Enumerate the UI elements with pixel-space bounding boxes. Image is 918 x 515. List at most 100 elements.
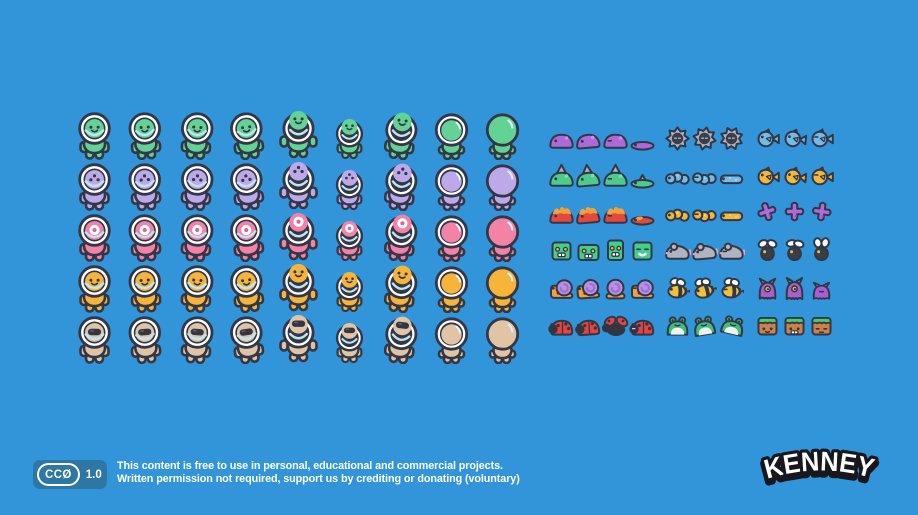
creature-group-slime-green-spike xyxy=(548,163,656,190)
character-pink-alien-back xyxy=(477,211,528,262)
character-purple-alien-duck xyxy=(324,160,375,211)
sprite-monster-purple-variant-3 xyxy=(808,275,835,302)
character-yellow-alien-step-right xyxy=(171,262,222,313)
license-text: This content is free to use in personal,… xyxy=(117,460,520,486)
sprite-fish-gold-variant-1 xyxy=(754,163,781,190)
creature-group-spiky-urchin xyxy=(664,125,745,152)
sprite-block-green-variant-2 xyxy=(575,237,602,264)
character-pink-alien-stand xyxy=(69,211,120,262)
creature-group-flyer-purple xyxy=(754,200,835,227)
sprite-bee-variant-1 xyxy=(664,275,691,302)
sprite-slime-fire-variant-1 xyxy=(548,200,575,227)
sprite-spiky-urchin-variant-3 xyxy=(718,125,745,152)
creature-group-worm-gold xyxy=(664,200,745,227)
sprite-snail-variant-4 xyxy=(629,275,656,302)
sprite-fish-gold-variant-2 xyxy=(781,163,808,190)
sprite-ladybug-variant-1 xyxy=(548,312,575,339)
sprite-block-green-variant-1 xyxy=(548,237,575,264)
sprite-slime-fire-variant-4 xyxy=(629,200,656,227)
character-beige-alien-stand xyxy=(69,313,120,364)
sprite-slime-purple-variant-3 xyxy=(602,125,629,152)
sprite-spiky-urchin-variant-1 xyxy=(664,125,691,152)
sprite-mouse-variant-2 xyxy=(691,237,718,264)
creature-group-block-green xyxy=(548,237,656,264)
sprite-fish-blue-variant-1 xyxy=(754,125,781,152)
sprite-slime-green-spike-variant-4 xyxy=(629,163,656,190)
character-yellow-alien-step-left xyxy=(120,262,171,313)
sprite-slime-green-spike-variant-3 xyxy=(602,163,629,190)
sprite-fish-blue-variant-2 xyxy=(781,125,808,152)
creature-row-4 xyxy=(548,232,835,269)
character-yellow-alien-lean xyxy=(375,262,426,313)
sprite-fly-variant-3 xyxy=(808,237,835,264)
creature-group-block-dirt xyxy=(754,312,835,339)
sprite-snail-variant-3 xyxy=(602,275,629,302)
creature-group-worm-blue xyxy=(664,163,745,190)
creature-group-monster-purple xyxy=(754,275,835,302)
character-yellow-alien-jump xyxy=(273,262,324,313)
character-purple-alien-run xyxy=(222,160,273,211)
sprite-block-green-variant-3 xyxy=(602,237,629,264)
character-purple-alien-step-right xyxy=(171,160,222,211)
sprite-slime-green-spike-variant-1 xyxy=(548,163,575,190)
sprite-fish-blue-variant-3 xyxy=(808,125,835,152)
creature-row-6 xyxy=(548,307,835,344)
creature-sprite-grid xyxy=(548,120,835,344)
kenney-logo: KENNEY KENNEY xyxy=(758,443,881,492)
character-purple-alien-jump xyxy=(273,160,324,211)
sprite-worm-blue-variant-2 xyxy=(691,163,718,190)
cc0-version-label: 1.0 xyxy=(85,468,102,481)
sprite-frog-variant-3 xyxy=(718,312,745,339)
sprite-ladybug-variant-3 xyxy=(602,312,629,339)
sprite-ladybug-variant-4 xyxy=(629,312,656,339)
sprite-frog-variant-2 xyxy=(691,312,718,339)
sprite-bee-variant-2 xyxy=(691,275,718,302)
creature-group-ladybug xyxy=(548,312,656,339)
sprite-slime-green-spike-variant-2 xyxy=(575,163,602,190)
character-green-alien-back-helmet xyxy=(426,109,477,160)
cc0-license-pill: CCØ xyxy=(37,463,80,486)
sprite-mouse-variant-1 xyxy=(664,237,691,264)
sprite-block-dirt-variant-2 xyxy=(781,312,808,339)
sprite-flyer-purple-variant-2 xyxy=(781,200,808,227)
sprite-slime-fire-variant-3 xyxy=(602,200,629,227)
character-beige-alien-run xyxy=(222,313,273,364)
sprite-fly-variant-1 xyxy=(754,237,781,264)
character-green-alien-stand xyxy=(69,109,120,160)
character-beige-alien-back xyxy=(477,313,528,364)
sprite-worm-gold-variant-3 xyxy=(718,200,745,227)
sprite-flyer-purple-variant-3 xyxy=(808,200,835,227)
sprite-snail-variant-2 xyxy=(575,275,602,302)
creature-group-mouse xyxy=(664,237,745,264)
creature-group-slime-purple xyxy=(548,125,656,152)
sprite-worm-blue-variant-1 xyxy=(664,163,691,190)
sprite-fish-gold-variant-3 xyxy=(808,163,835,190)
character-green-alien-step-left xyxy=(120,109,171,160)
creature-row-3 xyxy=(548,195,835,232)
sprite-worm-blue-variant-3 xyxy=(718,163,745,190)
sprite-monster-purple-variant-1 xyxy=(754,275,781,302)
creature-group-frog xyxy=(664,312,745,339)
sprite-slime-purple-variant-1 xyxy=(548,125,575,152)
character-sprite-grid xyxy=(69,109,528,364)
sprite-bee-variant-3 xyxy=(718,275,745,302)
character-purple-alien-back-helmet xyxy=(426,160,477,211)
character-green-alien-step-right xyxy=(171,109,222,160)
character-pink-alien-jump xyxy=(273,211,324,262)
character-pink-alien-step-left xyxy=(120,211,171,262)
character-purple-alien-back xyxy=(477,160,528,211)
creature-group-fish-blue xyxy=(754,125,835,152)
creature-row-5 xyxy=(548,270,835,307)
sprite-flyer-purple-variant-1 xyxy=(754,200,781,227)
character-yellow-alien-back xyxy=(477,262,528,313)
character-green-alien-back xyxy=(477,109,528,160)
sprite-worm-gold-variant-1 xyxy=(664,200,691,227)
character-yellow-alien-duck xyxy=(324,262,375,313)
sprite-block-dirt-variant-3 xyxy=(808,312,835,339)
creature-group-bee xyxy=(664,275,745,302)
character-pink-alien-lean xyxy=(375,211,426,262)
character-purple-alien-step-left xyxy=(120,160,171,211)
character-purple-alien-lean xyxy=(375,160,426,211)
character-beige-alien-lean xyxy=(375,313,426,364)
